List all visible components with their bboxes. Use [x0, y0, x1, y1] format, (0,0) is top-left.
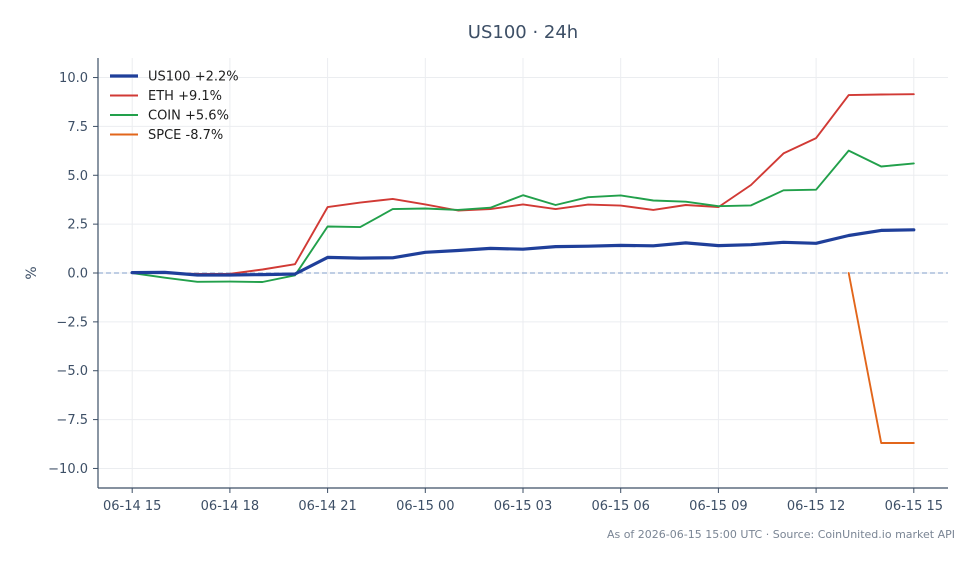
y-tick-label: −7.5 [56, 413, 88, 428]
series-line-us100 [130, 228, 916, 277]
legend: US100 +2.2% ETH +9.1% COIN +5.6% SPCE -8.7% [110, 70, 239, 143]
chart-title: US100 · 24h [468, 22, 578, 43]
y-tick-label: 10.0 [59, 71, 88, 86]
y-tick-label: −5.0 [56, 364, 88, 379]
y-axis-label: % [24, 266, 40, 279]
y-tick-label: 7.5 [67, 120, 88, 135]
y-axis-ticks: −10.0 −7.5 −5.0 −2.5 0.0 2.5 5.0 7.5 10.0 [48, 71, 98, 477]
y-tick-label: 0.0 [67, 267, 88, 282]
series-line-spce [847, 272, 915, 444]
y-tick-label: −2.5 [56, 315, 88, 330]
x-tick-label: 06-15 06 [591, 499, 649, 514]
x-tick-label: 06-15 12 [787, 499, 845, 514]
x-tick-label: 06-14 21 [298, 499, 356, 514]
legend-label-spce: SPCE -8.7% [148, 128, 223, 143]
series-lines [130, 93, 916, 444]
x-tick-label: 06-15 15 [885, 499, 943, 514]
legend-label-coin: COIN +5.6% [148, 109, 229, 124]
x-tick-label: 06-15 09 [689, 499, 747, 514]
x-axis-ticks: 06-14 15 06-14 18 06-14 21 06-15 00 06-15 03… [103, 488, 943, 514]
legend-label-us100: US100 +2.2% [148, 70, 239, 85]
series-line-coin [131, 149, 915, 283]
y-tick-label: 2.5 [67, 218, 88, 233]
x-tick-label: 06-14 18 [201, 499, 259, 514]
x-tick-label: 06-15 00 [396, 499, 454, 514]
series-line-eth [131, 93, 915, 275]
y-tick-label: −10.0 [48, 462, 88, 477]
legend-label-eth: ETH +9.1% [148, 89, 222, 104]
x-tick-label: 06-14 15 [103, 499, 161, 514]
x-tick-label: 06-15 03 [494, 499, 552, 514]
source-footnote: As of 2026-06-15 15:00 UTC · Source: Coi… [607, 528, 955, 541]
y-tick-label: 5.0 [67, 169, 88, 184]
